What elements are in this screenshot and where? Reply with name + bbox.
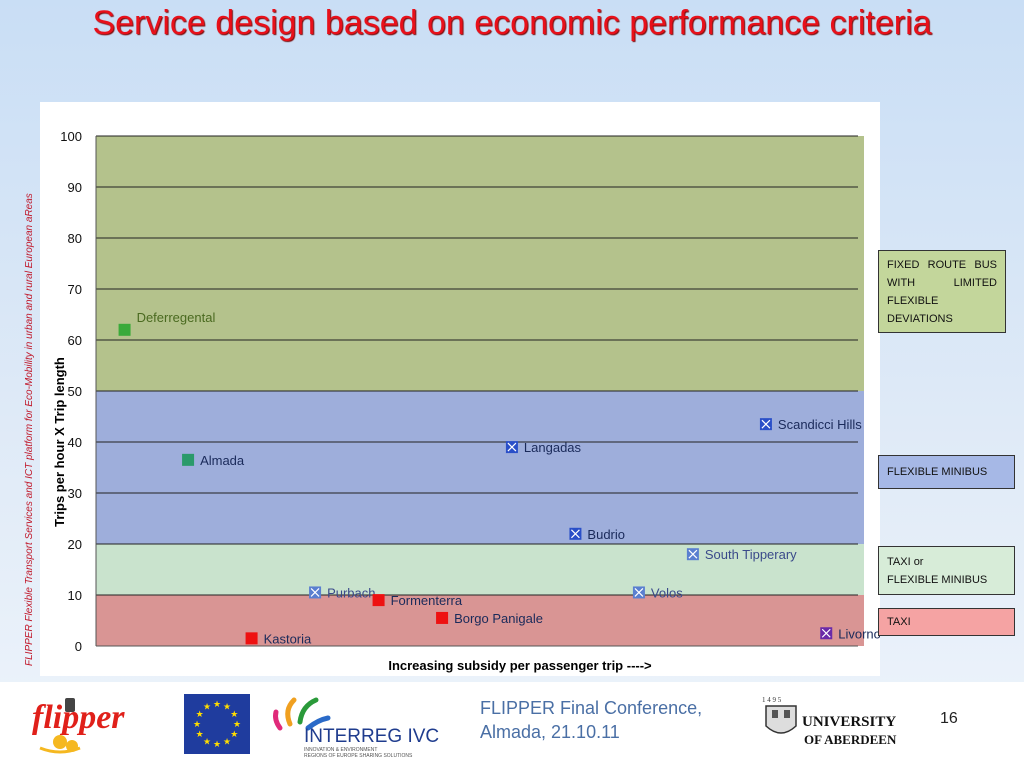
data-point: Formenterra <box>372 593 463 608</box>
eu-star: ★ <box>193 720 201 730</box>
point-label: South Tipperary <box>705 547 797 562</box>
eu-star: ★ <box>213 700 221 710</box>
legend-box-line-2: FLEXIBLE MINIBUS <box>887 574 988 586</box>
point-cross <box>821 628 831 638</box>
y-tick-label: 20 <box>68 537 82 552</box>
conference-line-2: Almada, 21.10.11 <box>480 722 620 742</box>
eu-star: ★ <box>223 737 231 747</box>
data-point: Borgo Panigale <box>436 611 543 626</box>
point-marker <box>118 323 131 336</box>
legend-box-flexible-minibus: FLEXIBLE MINIBUS <box>878 455 1015 489</box>
data-point: Langadas <box>505 440 582 455</box>
point-marker <box>245 632 258 645</box>
band-1 <box>96 391 864 544</box>
point-label: Formenterra <box>391 593 463 608</box>
side-vertical-text: FLIPPER Flexible Transport Services and … <box>24 193 35 666</box>
data-point: Budrio <box>569 527 625 542</box>
conference-caption: FLIPPER Final Conference, Almada, 21.10.… <box>480 696 740 744</box>
data-point: Kastoria <box>245 631 312 646</box>
point-label: Deferregental <box>137 310 216 325</box>
point-label: Purbach <box>327 585 375 600</box>
band-3 <box>96 595 864 646</box>
eu-star: ★ <box>230 710 238 720</box>
eu-star: ★ <box>233 720 241 730</box>
eu-star: ★ <box>213 740 221 750</box>
eu-star: ★ <box>196 730 204 740</box>
interreg-ivc-logo: INTERREG IVC INNOVATION & ENVIRONMENT RE… <box>268 694 440 760</box>
flipper-logo: flipper <box>10 690 170 756</box>
y-tick-label: 10 <box>68 588 82 603</box>
eu-star: ★ <box>230 730 238 740</box>
legend-box-taxi: TAXI <box>878 608 1015 636</box>
point-label: Livorno <box>838 626 880 641</box>
point-cross <box>571 529 580 539</box>
eu-star: ★ <box>223 703 231 713</box>
point-label: Borgo Panigale <box>454 611 543 626</box>
y-tick-label: 80 <box>68 231 82 246</box>
point-marker <box>182 453 195 466</box>
data-point: Deferregental <box>118 310 216 336</box>
aberdeen-line-2: OF ABERDEEN <box>804 732 897 747</box>
data-point: Livorno <box>820 626 880 641</box>
footer: flipper ★ ★ ★ ★ ★ ★ ★ ★ ★ ★ ★ ★ INTERREG IVC INNOVA… <box>0 682 1024 768</box>
data-point: Volos <box>632 585 683 600</box>
university-of-aberdeen-logo: 1 4 9 5 UNIVERSITY OF ABERDEEN <box>760 692 910 754</box>
y-tick-label: 0 <box>75 639 82 654</box>
interreg-logo-subtext-1: INNOVATION & ENVIRONMENT <box>304 747 377 753</box>
legend-box-fixed-route-bus: FIXED ROUTE BUS WITH LIMITED FLEXIBLE DE… <box>878 250 1006 333</box>
eu-flag-logo: ★ ★ ★ ★ ★ ★ ★ ★ ★ ★ ★ ★ <box>184 694 250 754</box>
point-cross <box>688 549 698 559</box>
data-point: South Tipperary <box>686 547 797 562</box>
point-label: Budrio <box>587 527 625 542</box>
interreg-logo-text: INTERREG IVC <box>304 726 439 747</box>
scatter-chart: 0 10 20 30 40 50 60 70 80 90 100 Deferregental Alma… <box>52 129 880 673</box>
interreg-logo-subtext-2: REGIONS OF EUROPE SHARING SOLUTIONS <box>304 753 413 759</box>
point-cross <box>507 442 517 452</box>
eu-star: ★ <box>203 737 211 747</box>
band-2 <box>96 544 864 595</box>
eu-star: ★ <box>196 710 204 720</box>
data-point: Purbach <box>309 585 375 600</box>
eu-star: ★ <box>203 703 211 713</box>
y-tick-label: 40 <box>68 435 82 450</box>
point-cross <box>310 588 320 597</box>
y-tick-label: 50 <box>68 384 82 399</box>
data-point: Almada <box>182 453 245 468</box>
point-cross <box>761 419 771 429</box>
point-cross <box>634 588 644 597</box>
point-marker <box>436 611 449 624</box>
point-label: Langadas <box>524 440 582 455</box>
legend-box-line-1: TAXI or <box>887 556 924 568</box>
y-tick-label: 60 <box>68 333 82 348</box>
legend-box-taxi-or-flexible-minibus: TAXI or FLEXIBLE MINIBUS <box>878 546 1015 595</box>
y-tick-label: 100 <box>60 129 82 144</box>
x-axis-title: Increasing subsidy per passenger trip --… <box>388 658 652 673</box>
conference-line-1: FLIPPER Final Conference, <box>480 698 703 718</box>
point-label: Kastoria <box>264 631 312 646</box>
point-label: Volos <box>651 585 683 600</box>
data-point: Scandicci Hills <box>759 417 862 432</box>
point-label: Almada <box>200 453 245 468</box>
aberdeen-year: 1 4 9 5 <box>762 696 782 704</box>
y-tick-label: 30 <box>68 486 82 501</box>
point-marker <box>372 594 385 607</box>
y-tick-label: 90 <box>68 180 82 195</box>
point-label: Scandicci Hills <box>778 417 862 432</box>
band-0 <box>96 136 864 391</box>
slide-title: Service design based on economic perform… <box>92 4 932 42</box>
chart-panel: 0 10 20 30 40 50 60 70 80 90 100 Deferregental Alma… <box>40 102 880 676</box>
page-number: 16 <box>940 710 958 727</box>
aberdeen-line-1: UNIVERSITY <box>802 714 896 730</box>
y-axis-title: Trips per hour X Trip length <box>52 357 67 527</box>
flipper-logo-text: flipper <box>32 699 125 736</box>
y-tick-label: 70 <box>68 282 82 297</box>
